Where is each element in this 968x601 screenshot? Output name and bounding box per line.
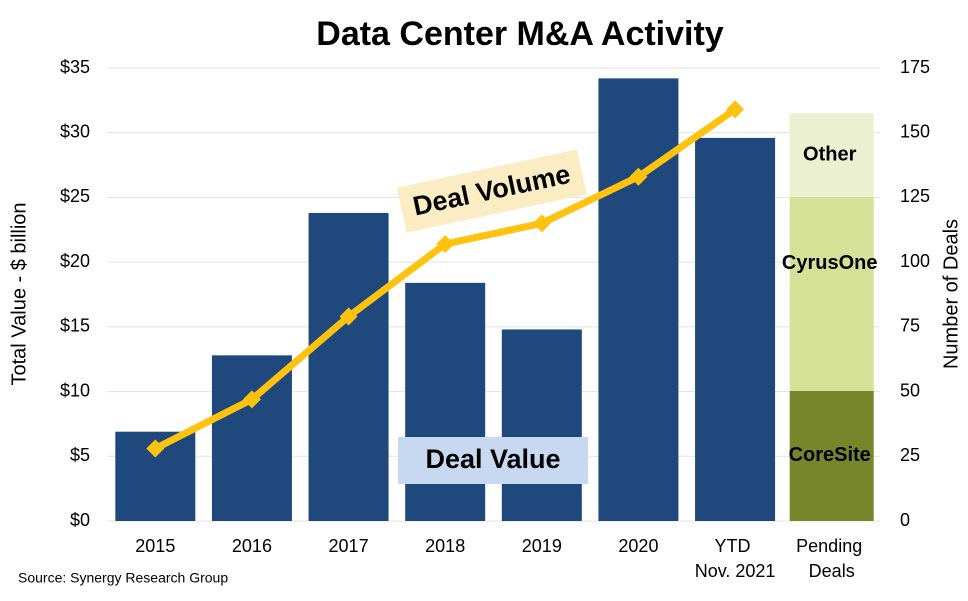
x-tick-label: 2016 [232,536,272,556]
x-tick-label: 2019 [522,536,562,556]
y-tick-label: $10 [60,380,90,400]
y2-tick-label: 175 [900,57,930,77]
label-box [398,437,588,484]
x-tick-label: 2020 [618,536,658,556]
stack-segment [789,390,874,521]
y2-tick-label: 125 [900,186,930,206]
source-note: Source: Synergy Research Group [18,570,228,586]
marker [532,214,551,233]
bar [598,78,679,522]
x-tick-label: 2017 [329,536,369,556]
y-axis-title: Total Value - $ billion [8,202,30,385]
x-tick-label: Pending Deals [796,536,867,581]
y-tick-label: $35 [60,57,90,77]
y-tick-label: $0 [70,510,90,530]
y2-tick-label: 75 [900,316,920,336]
bar [308,212,389,521]
y-tick-label: $15 [60,316,90,336]
y2-tick-label: 25 [900,445,920,465]
stack-segment [789,113,874,197]
marker [146,439,165,458]
y-tick-label: $25 [60,186,90,206]
label-box [397,149,587,233]
x-tick-label: 2015 [135,536,175,556]
volume-label: Deal Volume [397,149,587,233]
stack-segment [789,196,874,391]
segment-label: Other [803,143,857,165]
marker [242,390,261,409]
marker [629,167,648,186]
bar [405,282,486,521]
y2-tick-label: 150 [900,121,930,141]
y2-axis-title: Number of Deals [940,219,962,369]
segment-label: CyrusOne [782,252,878,274]
marker [339,307,358,326]
y-tick-label: $5 [70,445,90,465]
x-tick-label: 2018 [425,536,465,556]
segment-label: CoreSite [789,444,871,466]
x-tick-label: YTD Nov. 2021 [695,536,776,581]
y2-tick-label: 100 [900,251,930,271]
chart-title: Data Center M&A Activity [316,15,724,53]
bar [211,355,292,521]
bar [695,137,776,522]
marker [436,235,455,254]
marker [726,100,745,119]
y-tick-label: $30 [60,121,90,141]
y-tick-label: $20 [60,251,90,271]
y2-tick-label: 0 [900,510,910,530]
bar [501,329,582,521]
y2-tick-label: 50 [900,380,920,400]
legend-label: Deal Value [425,444,560,474]
